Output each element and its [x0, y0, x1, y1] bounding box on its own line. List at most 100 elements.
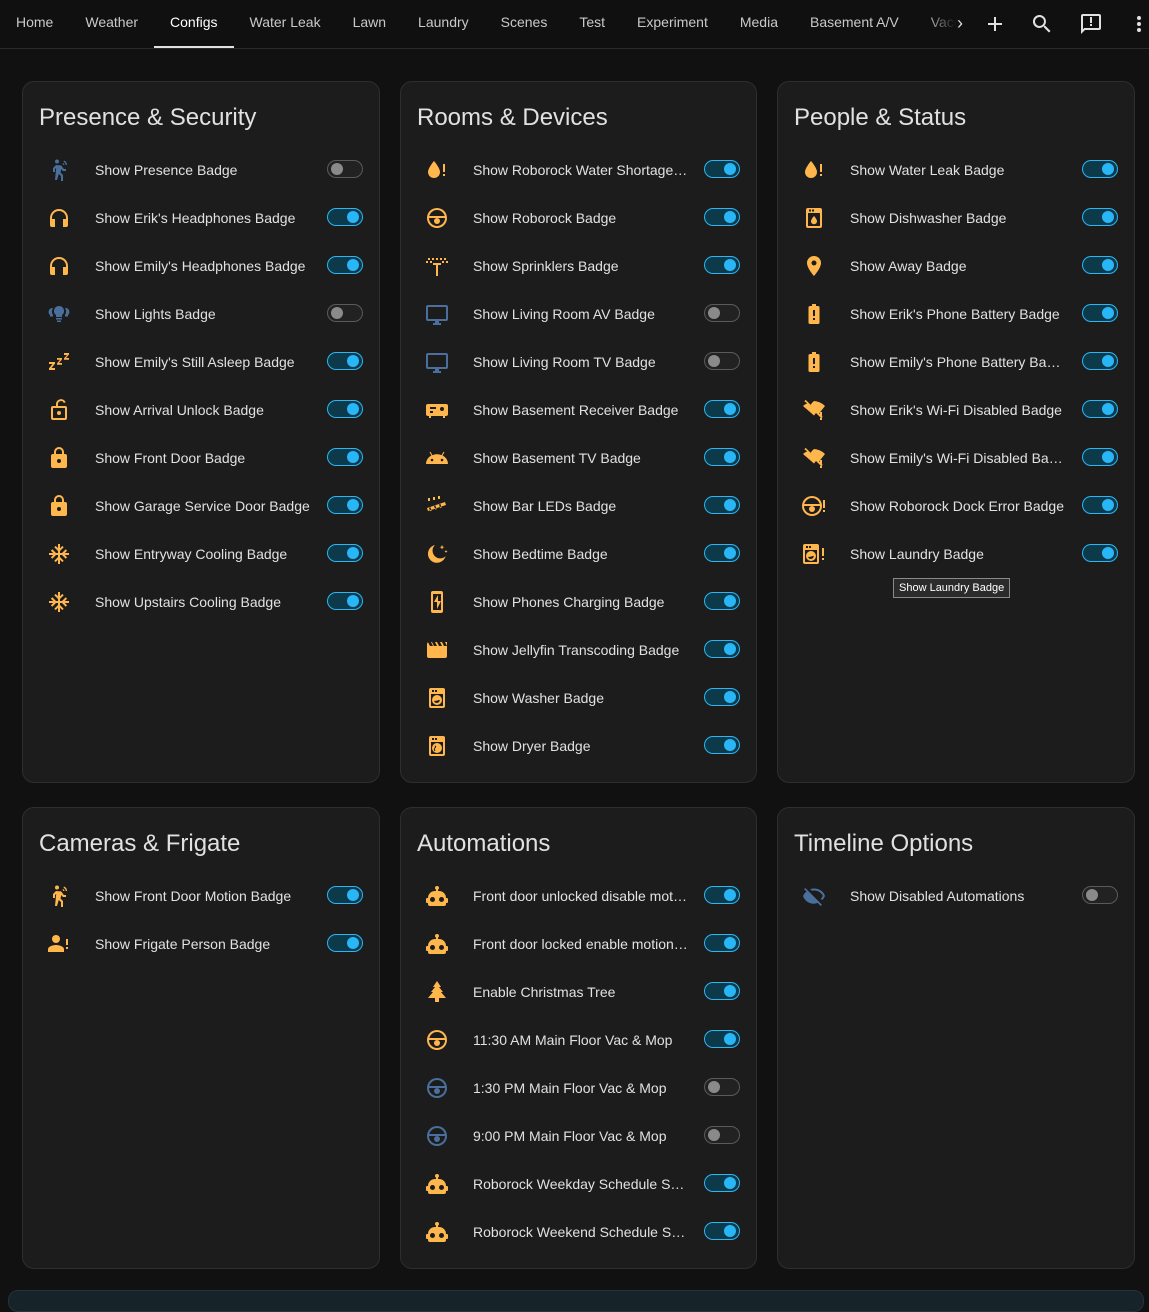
- tab-test[interactable]: Test: [579, 14, 606, 30]
- toggle-switch[interactable]: [704, 1222, 740, 1240]
- toggle-row-9-00-pm-main-floor-vac-mop[interactable]: 9:00 PM Main Floor Vac & Mop: [417, 1116, 740, 1156]
- search-icon[interactable]: [1028, 10, 1056, 38]
- toggle-switch[interactable]: [1082, 886, 1118, 904]
- toggle-row-show-erik-s-headphones-badge[interactable]: Show Erik's Headphones Badge: [39, 198, 363, 238]
- toggle-switch[interactable]: [704, 934, 740, 952]
- toggle-row-show-emily-s-phone-battery-badge[interactable]: Show Emily's Phone Battery Badge: [794, 342, 1118, 382]
- toggle-switch[interactable]: [704, 886, 740, 904]
- toggle-switch[interactable]: [704, 304, 740, 322]
- toggle-row-show-roborock-dock-error-badge[interactable]: Show Roborock Dock Error Badge: [794, 486, 1118, 526]
- toggle-row-show-emily-s-wi-fi-disabled-badge[interactable]: Show Emily's Wi-Fi Disabled Badge: [794, 438, 1118, 478]
- tab-scenes[interactable]: Scenes: [500, 14, 548, 30]
- toggle-row-show-emily-s-headphones-badge[interactable]: Show Emily's Headphones Badge: [39, 246, 363, 286]
- chat-icon[interactable]: [1077, 10, 1105, 38]
- toggle-row-show-bar-leds-badge[interactable]: Show Bar LEDs Badge: [417, 486, 740, 526]
- toggle-switch[interactable]: [1082, 304, 1118, 322]
- toggle-row-show-arrival-unlock-badge[interactable]: Show Arrival Unlock Badge: [39, 390, 363, 430]
- toggle-switch[interactable]: [704, 1078, 740, 1096]
- toggle-switch[interactable]: [327, 544, 363, 562]
- toggle-row-enable-christmas-tree[interactable]: Enable Christmas Tree: [417, 972, 740, 1012]
- toggle-switch[interactable]: [327, 886, 363, 904]
- more-vert-icon[interactable]: [1125, 10, 1149, 38]
- tab-water-leak[interactable]: Water Leak: [249, 14, 321, 30]
- toggle-switch[interactable]: [1082, 160, 1118, 178]
- toggle-row-1-30-pm-main-floor-vac-mop[interactable]: 1:30 PM Main Floor Vac & Mop: [417, 1068, 740, 1108]
- toggle-row-roborock-weekday-schedule-select[interactable]: Roborock Weekday Schedule Select: [417, 1164, 740, 1204]
- toggle-switch[interactable]: [704, 256, 740, 274]
- toggle-switch[interactable]: [327, 448, 363, 466]
- tab-basement-av[interactable]: Basement A/V: [809, 14, 899, 30]
- toggle-switch[interactable]: [1082, 352, 1118, 370]
- toggle-row-show-garage-service-door-badge[interactable]: Show Garage Service Door Badge: [39, 486, 363, 526]
- toggle-switch[interactable]: [1082, 448, 1118, 466]
- toggle-row-show-basement-receiver-badge[interactable]: Show Basement Receiver Badge: [417, 390, 740, 430]
- toggle-row-show-laundry-badge[interactable]: Show Laundry Badge: [794, 534, 1118, 574]
- toggle-row-show-dryer-badge[interactable]: Show Dryer Badge: [417, 726, 740, 766]
- toggle-switch[interactable]: [327, 352, 363, 370]
- tab-laundry[interactable]: Laundry: [418, 14, 469, 30]
- toggle-row-show-dishwasher-badge[interactable]: Show Dishwasher Badge: [794, 198, 1118, 238]
- toggle-row-show-living-room-tv-badge[interactable]: Show Living Room TV Badge: [417, 342, 740, 382]
- plus-icon[interactable]: [981, 10, 1009, 38]
- toggle-row-show-front-door-badge[interactable]: Show Front Door Badge: [39, 438, 363, 478]
- toggle-row-show-erik-s-phone-battery-badge[interactable]: Show Erik's Phone Battery Badge: [794, 294, 1118, 334]
- toggle-switch[interactable]: [704, 640, 740, 658]
- toggle-switch[interactable]: [327, 256, 363, 274]
- toggle-row-show-jellyfin-transcoding-badge[interactable]: Show Jellyfin Transcoding Badge: [417, 630, 740, 670]
- toggle-row-show-basement-tv-badge[interactable]: Show Basement TV Badge: [417, 438, 740, 478]
- toggle-switch[interactable]: [327, 496, 363, 514]
- toggle-switch[interactable]: [327, 592, 363, 610]
- toggle-row-show-washer-badge[interactable]: Show Washer Badge: [417, 678, 740, 718]
- toggle-switch[interactable]: [704, 448, 740, 466]
- tab-weather[interactable]: Weather: [85, 14, 139, 30]
- toggle-row-show-emily-s-still-asleep-badge[interactable]: Show Emily's Still Asleep Badge: [39, 342, 363, 382]
- toggle-row-show-away-badge[interactable]: Show Away Badge: [794, 246, 1118, 286]
- toggle-row-show-sprinklers-badge[interactable]: Show Sprinklers Badge: [417, 246, 740, 286]
- toggle-switch[interactable]: [704, 352, 740, 370]
- toggle-row-show-presence-badge[interactable]: Show Presence Badge: [39, 150, 363, 190]
- toggle-switch[interactable]: [327, 934, 363, 952]
- toggle-switch[interactable]: [704, 1174, 740, 1192]
- toggle-row-show-lights-badge[interactable]: Show Lights Badge: [39, 294, 363, 334]
- toggle-row-show-roborock-badge[interactable]: Show Roborock Badge: [417, 198, 740, 238]
- toggle-row-show-entryway-cooling-badge[interactable]: Show Entryway Cooling Badge: [39, 534, 363, 574]
- tab-configs[interactable]: Configs: [154, 0, 234, 48]
- toggle-switch[interactable]: [1082, 496, 1118, 514]
- toggle-switch[interactable]: [327, 208, 363, 226]
- tab-lawn[interactable]: Lawn: [352, 14, 387, 30]
- toggle-switch[interactable]: [1082, 256, 1118, 274]
- toggle-switch[interactable]: [1082, 208, 1118, 226]
- toggle-row-front-door-unlocked-disable-motion-camera[interactable]: Front door unlocked disable motion camer…: [417, 876, 740, 916]
- toggle-row-show-erik-s-wi-fi-disabled-badge[interactable]: Show Erik's Wi-Fi Disabled Badge: [794, 390, 1118, 430]
- toggle-switch[interactable]: [704, 1030, 740, 1048]
- toggle-row-show-upstairs-cooling-badge[interactable]: Show Upstairs Cooling Badge: [39, 582, 363, 622]
- toggle-switch[interactable]: [704, 736, 740, 754]
- toggle-switch[interactable]: [704, 688, 740, 706]
- toggle-row-show-front-door-motion-badge[interactable]: Show Front Door Motion Badge: [39, 876, 363, 916]
- toggle-switch[interactable]: [327, 304, 363, 322]
- toggle-row-show-phones-charging-badge[interactable]: Show Phones Charging Badge: [417, 582, 740, 622]
- toggle-switch[interactable]: [327, 160, 363, 178]
- toggle-row-show-frigate-person-badge[interactable]: Show Frigate Person Badge: [39, 924, 363, 964]
- tab-media[interactable]: Media: [739, 14, 778, 30]
- toggle-switch[interactable]: [704, 160, 740, 178]
- toggle-switch[interactable]: [704, 982, 740, 1000]
- toggle-row-11-30-am-main-floor-vac-mop[interactable]: 11:30 AM Main Floor Vac & Mop: [417, 1020, 740, 1060]
- toggle-row-show-disabled-automations[interactable]: Show Disabled Automations: [794, 876, 1118, 916]
- toggle-row-front-door-locked-enable-motion-camera[interactable]: Front door locked enable motion camera: [417, 924, 740, 964]
- toggle-row-show-water-leak-badge[interactable]: Show Water Leak Badge: [794, 150, 1118, 190]
- toggle-switch[interactable]: [704, 1126, 740, 1144]
- tab-experiment[interactable]: Experiment: [637, 14, 708, 30]
- toggle-row-show-roborock-water-shortage-badge[interactable]: Show Roborock Water Shortage Badge: [417, 150, 740, 190]
- toggle-row-show-bedtime-badge[interactable]: Show Bedtime Badge: [417, 534, 740, 574]
- toggle-switch[interactable]: [704, 592, 740, 610]
- tabs-scroll-right-icon[interactable]: ›: [957, 13, 963, 33]
- toggle-switch[interactable]: [1082, 544, 1118, 562]
- tab-home[interactable]: Home: [16, 14, 54, 30]
- toggle-row-roborock-weekend-schedule-select[interactable]: Roborock Weekend Schedule Select: [417, 1212, 740, 1252]
- toggle-switch[interactable]: [704, 496, 740, 514]
- toggle-row-show-living-room-av-badge[interactable]: Show Living Room AV Badge: [417, 294, 740, 334]
- toggle-switch[interactable]: [1082, 400, 1118, 418]
- toggle-switch[interactable]: [327, 400, 363, 418]
- toggle-switch[interactable]: [704, 544, 740, 562]
